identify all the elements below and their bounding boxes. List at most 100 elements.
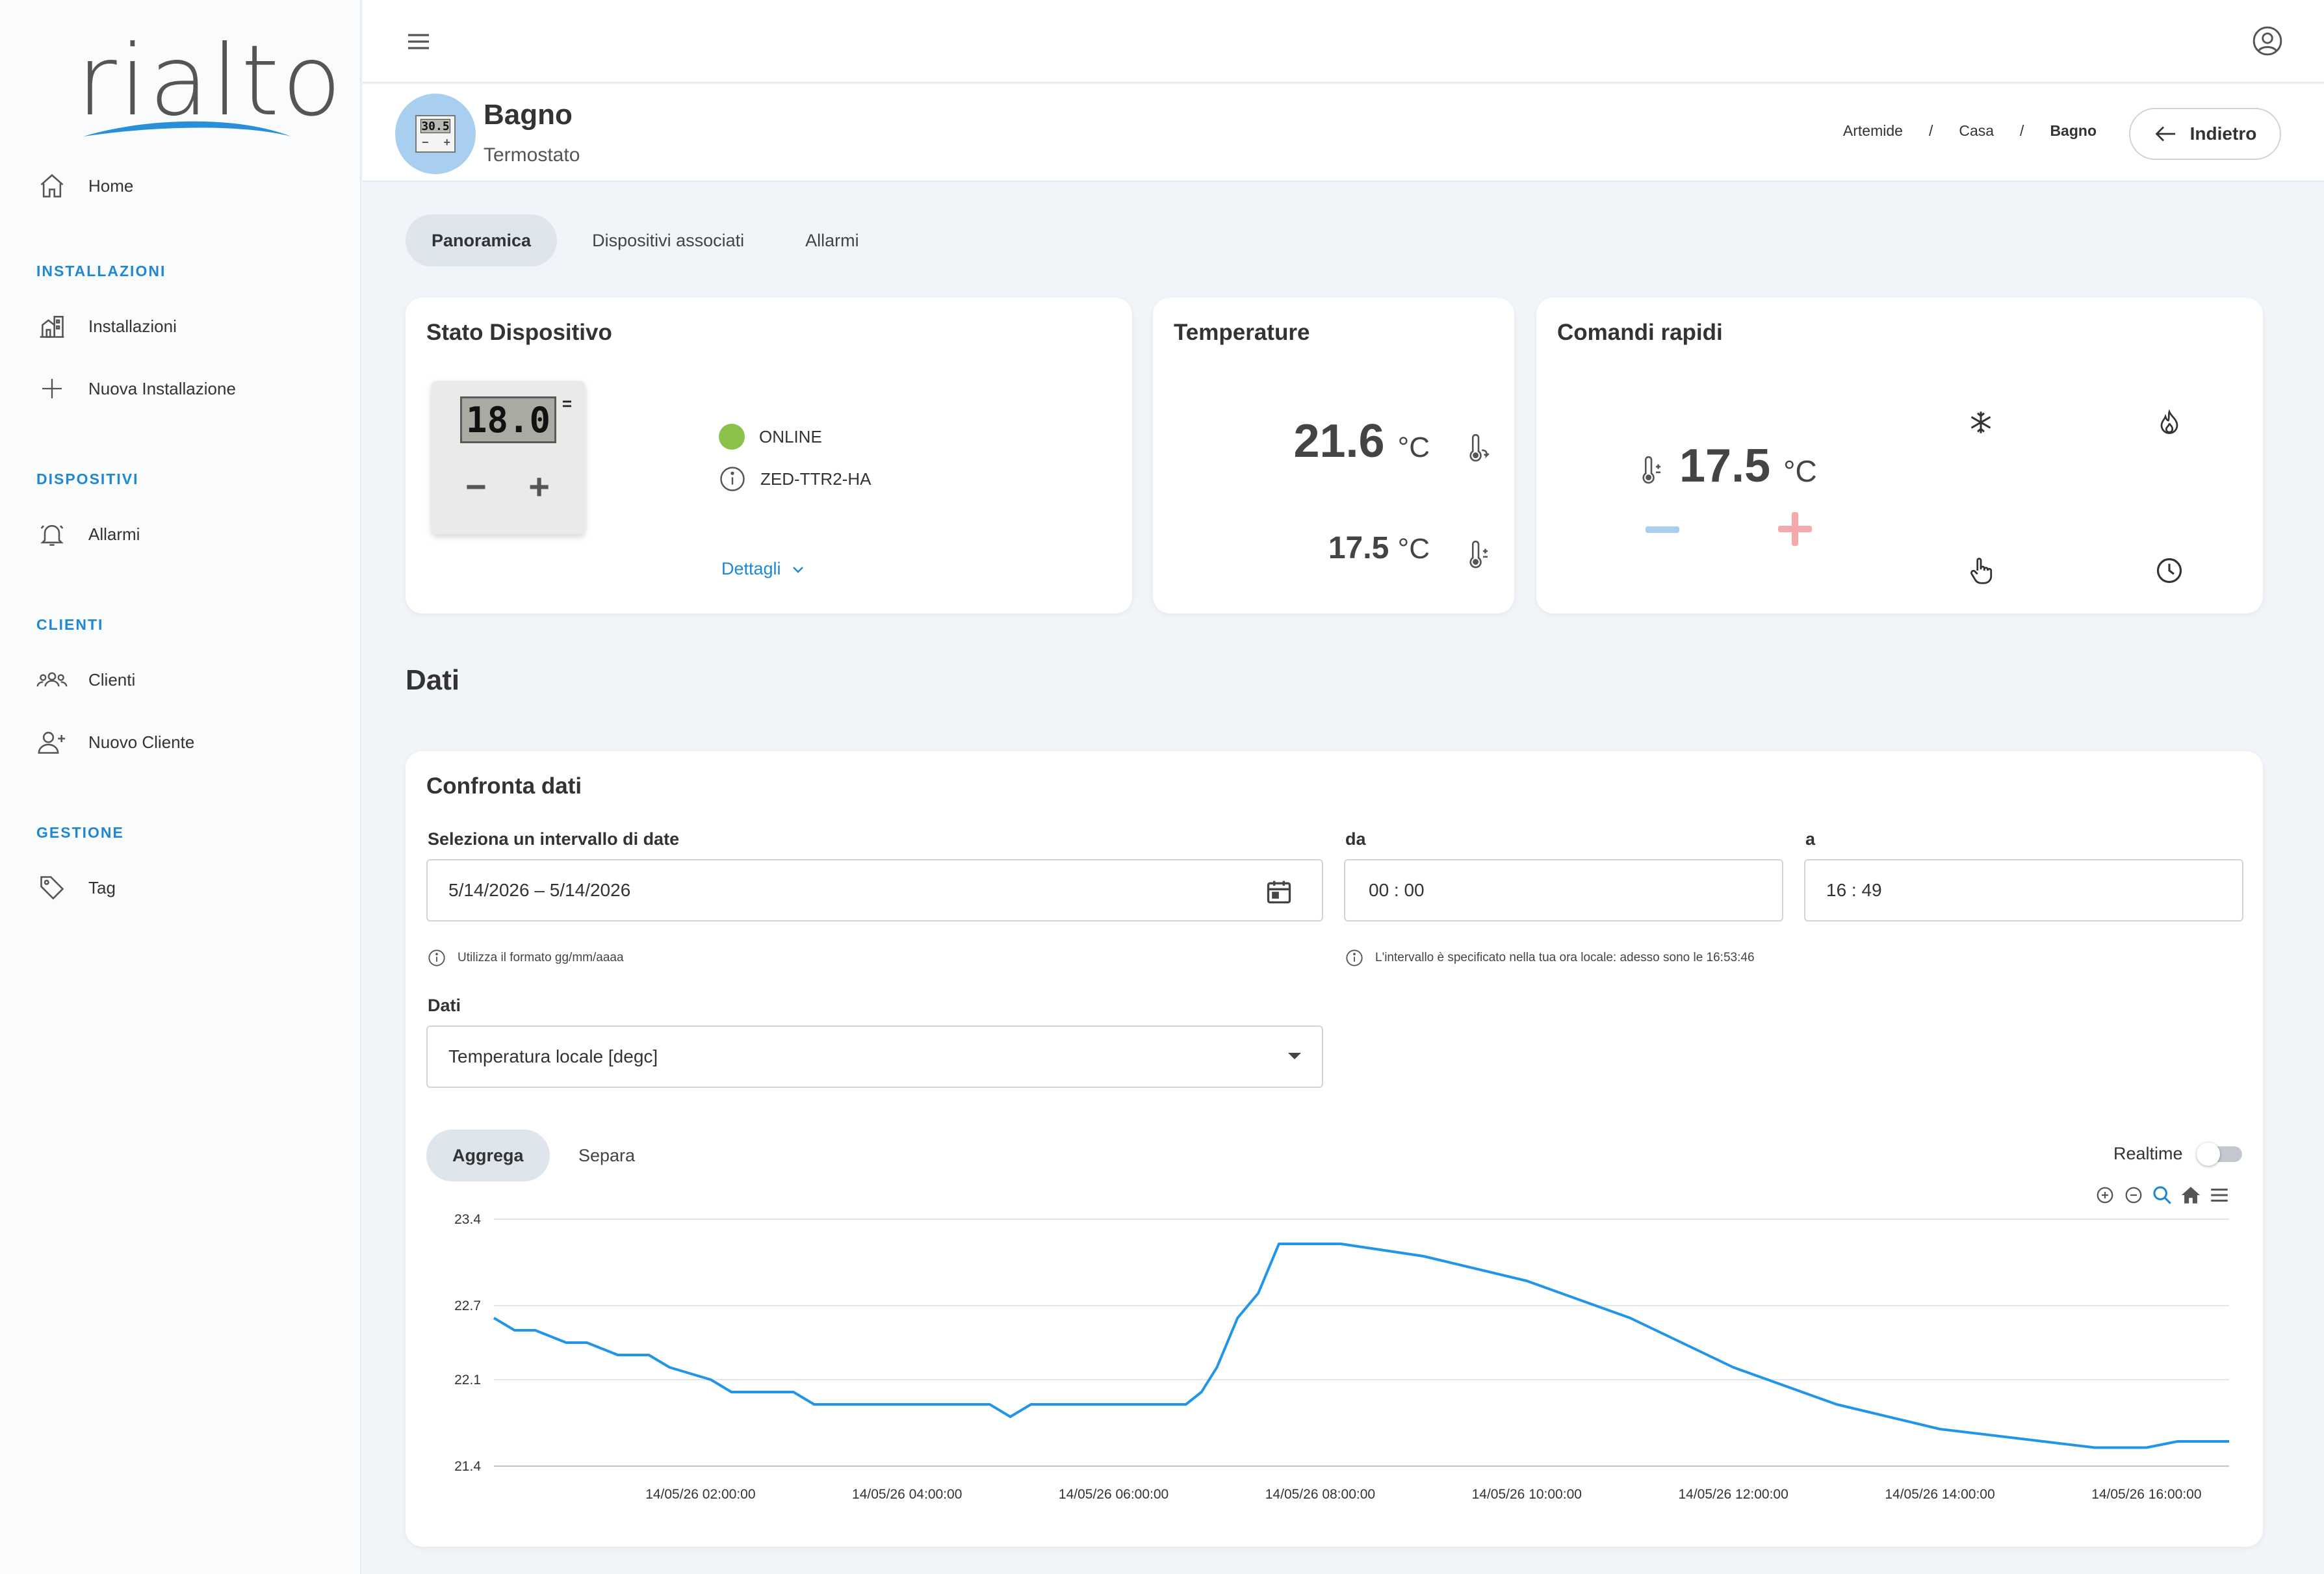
date-range-input[interactable]: 5/14/2026 – 5/14/2026 [426,859,1323,922]
page-header: 30.5 − + Bagno Termostato Artemide / Cas… [363,84,2324,182]
avatar-minus: − [422,136,429,149]
snowflake-icon[interactable] [1965,407,1996,438]
equals-icon: = [562,394,572,413]
breadcrumb-item-casa[interactable]: Casa [1959,122,1995,139]
rialto-logo[interactable]: rialto [77,26,342,143]
data-select[interactable]: Temperatura locale [degc] [426,1026,1323,1088]
chevron-down-icon [792,566,803,573]
menu-icon[interactable] [403,26,434,57]
tab-allarmi[interactable]: Allarmi [805,230,859,250]
date-range-label: Seleziona un intervallo di date [428,829,680,849]
dropdown-arrow-icon [1288,1053,1301,1059]
bell-icon [36,519,68,550]
flame-icon[interactable] [2154,407,2185,438]
time-zone-hint-text: L'intervallo è specificato nella tua ora… [1375,951,1755,964]
status-model: ZED-TTR2-HA [719,465,871,493]
data-select-value: Temperatura locale [degc] [448,1046,658,1066]
sidebar-item-allarmi[interactable]: Allarmi [36,515,335,554]
data-select-label: Dati [428,996,461,1015]
selection-zoom-icon[interactable] [2151,1184,2173,1206]
sidebar-item-label: Home [88,175,134,196]
reset-zoom-home-icon[interactable] [2180,1184,2202,1206]
chart-toolbar [2094,1184,2230,1206]
thermostat-image: 18.0 = − + [432,381,585,534]
x-tick-label: 14/05/26 12:00:00 [1678,1487,1788,1502]
model-text: ZED-TTR2-HA [760,469,872,489]
section-title-dati: Dati [406,664,460,696]
breadcrumb-item-bagno: Bagno [2050,122,2097,139]
calendar-icon[interactable] [1265,877,1293,906]
sidebar-item-home[interactable]: Home [36,166,335,205]
date-range-value: 5/14/2026 – 5/14/2026 [448,880,631,900]
info-icon [720,467,745,491]
decrease-setpoint-button[interactable] [1646,526,1679,533]
avatar-plus: + [443,136,450,149]
device-status-card: Stato Dispositivo 18.0 = − + ONLINE ZED-… [406,298,1132,613]
x-tick-label: 14/05/26 06:00:00 [1059,1487,1168,1502]
sidebar-item-clienti[interactable]: Clienti [36,660,335,699]
tab-panoramica[interactable]: Panoramica [406,214,558,266]
thermostat-lcd: 18.0 [460,396,556,443]
tabs: Panoramica Dispositivi associati Allarmi [406,214,885,266]
chart-grid [494,1219,2229,1467]
chart-menu-icon[interactable] [2208,1184,2230,1206]
realtime-label: Realtime [2113,1144,2183,1163]
home-icon [36,170,68,201]
page-subtitle: Termostato [484,144,580,166]
group-icon [36,664,68,695]
temperatures-card: Temperature 21.6 °C 17.5 °C [1153,298,1514,613]
sidebar-item-installazioni[interactable]: Installazioni [36,307,335,346]
breadcrumb-item-artemide[interactable]: Artemide [1842,122,1903,139]
thermostat-buttons: − + [465,465,550,508]
account-icon[interactable] [2251,25,2284,57]
sidebar-item-nuovo-cliente[interactable]: Nuovo Cliente [36,723,335,762]
y-tick-label: 22.7 [454,1298,481,1313]
y-tick-label: 22.1 [454,1373,481,1387]
from-time-input[interactable]: 00 : 00 [1344,859,1783,922]
realtime-switch-knob [2197,1142,2220,1166]
date-format-hint: Utilizza il formato gg/mm/aaaa [428,949,624,967]
avatar-lcd: 30.5 [420,119,450,133]
card-title: Temperature [1174,320,1310,345]
increase-setpoint-button[interactable] [1778,512,1812,546]
separate-toggle[interactable]: Separa [578,1145,636,1165]
realtime-switch[interactable] [2197,1142,2242,1166]
aggregate-toggle[interactable]: Aggrega [426,1129,550,1181]
page-title: Bagno [484,99,573,131]
to-time-value: 16 : 49 [1826,880,1882,900]
thermometer-setpoint-icon [1638,456,1665,489]
sidebar-item-label: Allarmi [88,524,140,544]
x-tick-label: 14/05/26 10:00:00 [1472,1487,1582,1502]
breadcrumb-separator: / [2020,122,2024,139]
from-time-value: 00 : 00 [1369,880,1425,900]
back-button[interactable]: Indietro [2129,108,2281,160]
hand-icon[interactable] [1965,555,1996,586]
sidebar-item-nuova-installazione[interactable]: Nuova Installazione [36,369,335,408]
ambient-temperature-unit: °C [1397,432,1430,463]
to-label: a [1805,829,1816,849]
zoom-out-icon[interactable] [2123,1184,2145,1206]
to-time-input[interactable]: 16 : 49 [1804,859,2243,922]
details-label: Dettagli [721,559,781,578]
sidebar-item-tag[interactable]: Tag [36,868,335,907]
chart-x-axis: 14/05/26 02:00:00 14/05/26 04:00:00 14/05/… [645,1487,2201,1502]
logo-text: rialto [77,25,344,138]
clock-icon[interactable] [2154,555,2185,586]
zoom-in-icon[interactable] [2094,1184,2116,1206]
device-avatar: 30.5 − + [395,94,476,174]
section-installazioni: INSTALLAZIONI [36,263,166,279]
setpoint-temperature-unit: °C [1397,533,1430,565]
add-user-icon [36,727,68,758]
details-link[interactable]: Dettagli [721,559,806,579]
x-tick-label: 14/05/26 14:00:00 [1885,1487,1995,1502]
series-line-temperatura-locale [493,1243,2229,1449]
tab-dispositivi-associati[interactable]: Dispositivi associati [592,230,745,250]
sidebar-item-label: Tag [88,877,116,897]
breadcrumb-separator: / [1928,122,1933,139]
online-dot-icon [719,424,745,450]
thermostat-plus: + [528,466,550,507]
quick-commands-card: Comandi rapidi 17.5 °C [1536,298,2263,613]
quick-setpoint: 17.5 °C [1679,439,1817,493]
time-zone-hint: L'intervallo è specificato nella tua ora… [1345,949,1755,967]
breadcrumb: Artemide / Casa / Bagno [1843,122,2097,140]
